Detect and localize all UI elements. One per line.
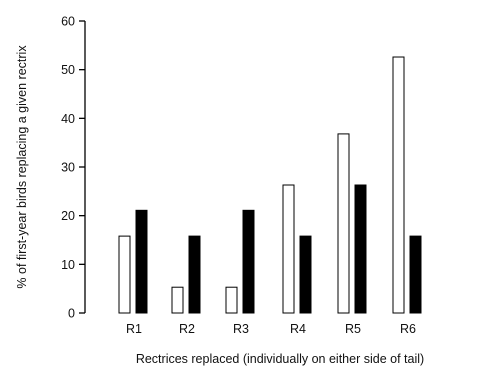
- x-category-label: R1: [126, 322, 142, 336]
- bar-open-R1: [118, 235, 131, 314]
- x-category-label: R3: [233, 322, 249, 336]
- x-category-label: R2: [179, 322, 195, 336]
- y-axis-title: % of first-year birds replacing a given …: [15, 45, 29, 289]
- labels: 0 10 20 30 40 50 60 R1 R2 R3 R4 R5 R6: [61, 15, 416, 337]
- bars: [118, 56, 422, 314]
- bar-open-R3: [225, 286, 238, 314]
- bar-filled-R2: [188, 235, 201, 314]
- y-tick-label: 40: [61, 112, 75, 126]
- bar-filled-R5: [354, 184, 367, 314]
- bar-filled-R3: [242, 209, 255, 314]
- bar-filled-R6: [409, 235, 422, 314]
- y-tick-label: 0: [68, 307, 75, 321]
- y-tick-label: 50: [61, 63, 75, 77]
- x-axis-title: Rectrices replaced (individually on eith…: [136, 352, 424, 366]
- bar-open-R6: [392, 56, 405, 314]
- bar-open-R4: [282, 184, 295, 314]
- bar-filled-R4: [299, 235, 312, 314]
- x-category-label: R4: [290, 322, 306, 336]
- bar-open-R5: [337, 133, 350, 314]
- y-tick-label: 30: [61, 161, 75, 175]
- y-tick-label: 60: [61, 15, 75, 29]
- axes: [79, 20, 86, 314]
- x-category-label: R6: [400, 322, 416, 336]
- y-tick-label: 20: [61, 209, 75, 223]
- x-category-label: R5: [345, 322, 361, 336]
- y-tick-label: 10: [61, 258, 75, 272]
- bar-filled-R1: [135, 209, 148, 314]
- bar-open-R2: [171, 286, 184, 314]
